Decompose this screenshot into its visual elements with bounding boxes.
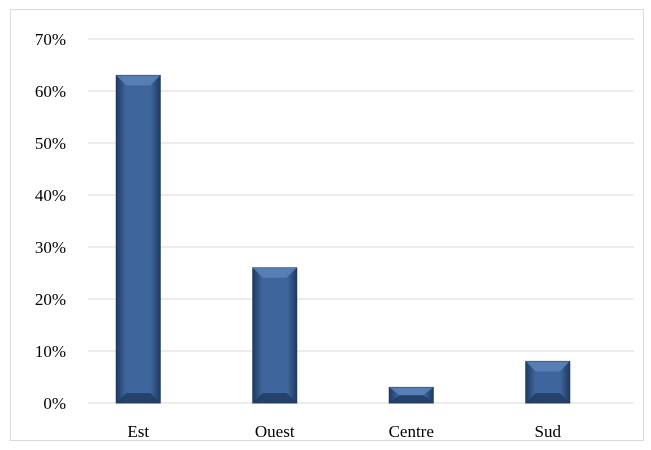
x-tick-label: Est	[127, 422, 149, 441]
x-tick-label: Sud	[535, 422, 562, 441]
bar-bevel-top	[252, 267, 297, 278]
y-tick-label: 60%	[35, 82, 66, 101]
bar-bevel-bottom	[389, 395, 434, 403]
y-tick-label: 70%	[35, 30, 66, 49]
bar-ouest	[252, 267, 298, 404]
bar-bevel-bottom	[116, 393, 161, 403]
x-tick-label: Centre	[389, 422, 434, 441]
bar-bevel-bottom	[525, 393, 570, 403]
x-axis-tick-labels: Est Ouest Centre Sud	[127, 422, 561, 441]
bars	[115, 74, 571, 404]
bar-bevel-top	[389, 387, 434, 396]
bar-centre	[388, 386, 434, 404]
y-tick-label: 20%	[35, 290, 66, 309]
y-tick-label: 30%	[35, 238, 66, 257]
y-tick-label: 50%	[35, 134, 66, 153]
bar-bevel-bottom	[252, 393, 297, 403]
gridlines	[88, 38, 634, 404]
bar	[115, 74, 161, 404]
y-tick-label: 10%	[35, 342, 66, 361]
y-tick-label: 40%	[35, 186, 66, 205]
bar-bevel-top	[116, 75, 161, 86]
bar-bevel-top	[525, 361, 570, 372]
bar-sud	[525, 360, 571, 404]
y-tick-label: 0%	[43, 394, 66, 413]
y-axis-tick-labels: 0% 10% 20% 30% 40% 50% 60% 70%	[35, 30, 66, 413]
x-tick-label: Ouest	[255, 422, 295, 441]
bar	[252, 267, 298, 404]
bar-est	[115, 74, 161, 404]
